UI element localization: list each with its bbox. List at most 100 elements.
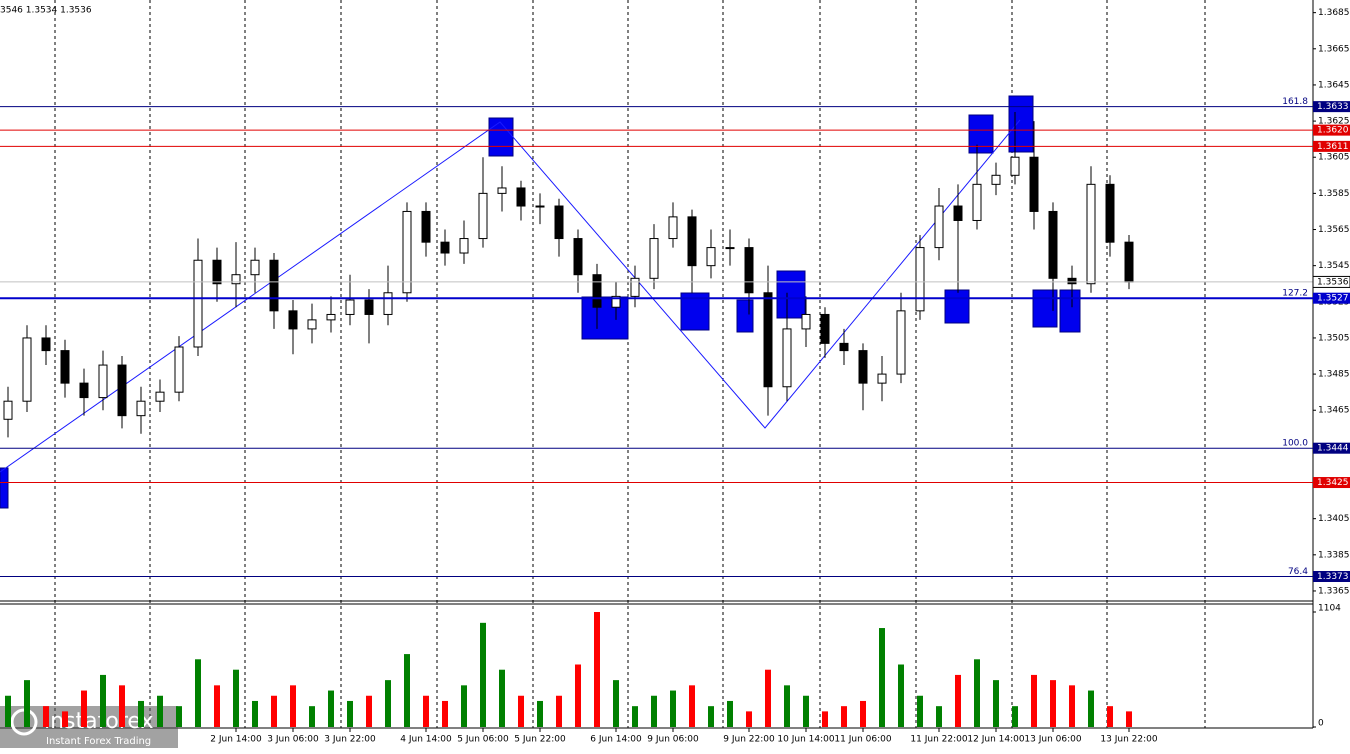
candle-body — [193, 259, 203, 348]
candle-body — [79, 382, 89, 399]
volume-bar — [917, 695, 923, 727]
volume-bar — [651, 695, 657, 727]
candle-body — [269, 259, 279, 312]
volume-bar — [328, 690, 334, 727]
candle-body — [421, 210, 431, 243]
candle-body — [98, 364, 108, 399]
candle-body — [896, 310, 906, 375]
volume-bar — [119, 685, 125, 727]
candle-body — [22, 337, 32, 402]
x-tick-label: 12 Jun 14:00 — [967, 735, 1024, 745]
x-tick-label: 13 Jun 22:00 — [1100, 735, 1157, 745]
volume-bar — [404, 654, 410, 727]
x-tick-label: 2 Jun 14:00 — [210, 735, 262, 745]
level-label: 1.3527 — [1317, 294, 1349, 304]
candle-body — [497, 187, 507, 194]
candle-body — [440, 241, 450, 254]
candle-body — [858, 350, 868, 384]
zone-box — [581, 296, 629, 340]
volume-bar — [879, 628, 885, 727]
zone-box — [736, 299, 754, 333]
volume-bar — [442, 700, 448, 727]
current-price-tag — [1312, 275, 1350, 288]
volume-bar — [708, 706, 714, 727]
x-tick-label: 9 Jun 22:00 — [723, 735, 775, 745]
candle-body — [41, 337, 51, 352]
x-tick-label: 13 Jun 06:00 — [1024, 735, 1081, 745]
volume-bar — [1069, 685, 1075, 727]
y-tick-label: 1.3545 — [1318, 261, 1350, 271]
volume-bar — [195, 659, 201, 727]
x-tick-label: 11 Jun 06:00 — [834, 735, 891, 745]
volume-bar — [594, 612, 600, 727]
level-tag — [1313, 477, 1350, 489]
volume-tick-label: 1104 — [1318, 604, 1341, 614]
candle-body — [991, 174, 1001, 185]
x-tick-label: 5 Jun 22:00 — [514, 735, 566, 745]
candle-body — [1010, 156, 1020, 176]
y-tick-label: 1.3405 — [1318, 514, 1350, 524]
candle-body — [1105, 183, 1115, 243]
y-tick-label: 1.3645 — [1318, 80, 1350, 90]
volume-bar — [1126, 711, 1132, 727]
volume-bar — [24, 680, 30, 727]
candle-body — [288, 310, 298, 330]
volume-bar — [1050, 680, 1056, 727]
volume-bar — [157, 695, 163, 727]
zone-box — [968, 114, 994, 154]
logo-brand: instaforex — [44, 709, 154, 734]
candle-body — [953, 205, 963, 221]
volume-bar — [689, 685, 695, 727]
volume-bar — [822, 711, 828, 727]
volume-bar — [1107, 706, 1113, 727]
candle-body — [1029, 156, 1039, 212]
zone-box — [1008, 95, 1034, 153]
volume-bar — [974, 659, 980, 727]
zone-box — [944, 289, 970, 324]
candle-body — [820, 313, 830, 344]
level-label: 1.3620 — [1317, 126, 1349, 136]
volume-bar — [556, 695, 562, 727]
volume-tick-label: 0 — [1318, 719, 1324, 729]
x-tick-label: 6 Jun 14:00 — [590, 735, 642, 745]
volume-bar — [955, 674, 961, 727]
volume-bar — [765, 669, 771, 727]
volume-bar — [727, 700, 733, 727]
fib-label: 161.8 — [1282, 97, 1308, 107]
y-tick-label: 1.3585 — [1318, 189, 1350, 199]
candle-body — [649, 238, 659, 279]
candle-body — [1086, 183, 1096, 285]
candle-body — [934, 205, 944, 249]
candle-body — [725, 247, 735, 250]
candle-body — [250, 259, 260, 276]
candle-body — [877, 373, 887, 384]
candle-body — [592, 274, 602, 308]
volume-bar — [632, 706, 638, 727]
volume-bar — [841, 706, 847, 727]
level-tag — [1313, 124, 1350, 136]
volume-bar — [518, 695, 524, 727]
candle-body — [630, 277, 640, 297]
header: 3546 1.3534 1.3536 — [0, 6, 92, 16]
x-tick-label: 11 Jun 22:00 — [910, 735, 967, 745]
candle-body — [117, 364, 127, 417]
fib-label: 127.2 — [1282, 289, 1308, 299]
candle-body — [174, 346, 184, 393]
zigzag — [0, 119, 1021, 473]
volume-bar — [366, 695, 372, 727]
candle-body — [345, 299, 355, 315]
candle-body — [782, 328, 792, 388]
candle-body — [478, 192, 488, 240]
y-tick-label: 1.3365 — [1318, 586, 1350, 596]
volume-bar — [233, 669, 239, 727]
candle-body — [459, 238, 469, 254]
volume-bar — [176, 706, 182, 727]
volume-bar — [1012, 706, 1018, 727]
candle-body — [1067, 277, 1077, 285]
candle-body — [60, 350, 70, 384]
x-tick-label: 3 Jun 06:00 — [267, 735, 319, 745]
candle-body — [972, 183, 982, 221]
x-tick-label: 3 Jun 22:00 — [324, 735, 376, 745]
y-tick-label: 1.3465 — [1318, 406, 1350, 416]
volume-bar — [461, 685, 467, 727]
